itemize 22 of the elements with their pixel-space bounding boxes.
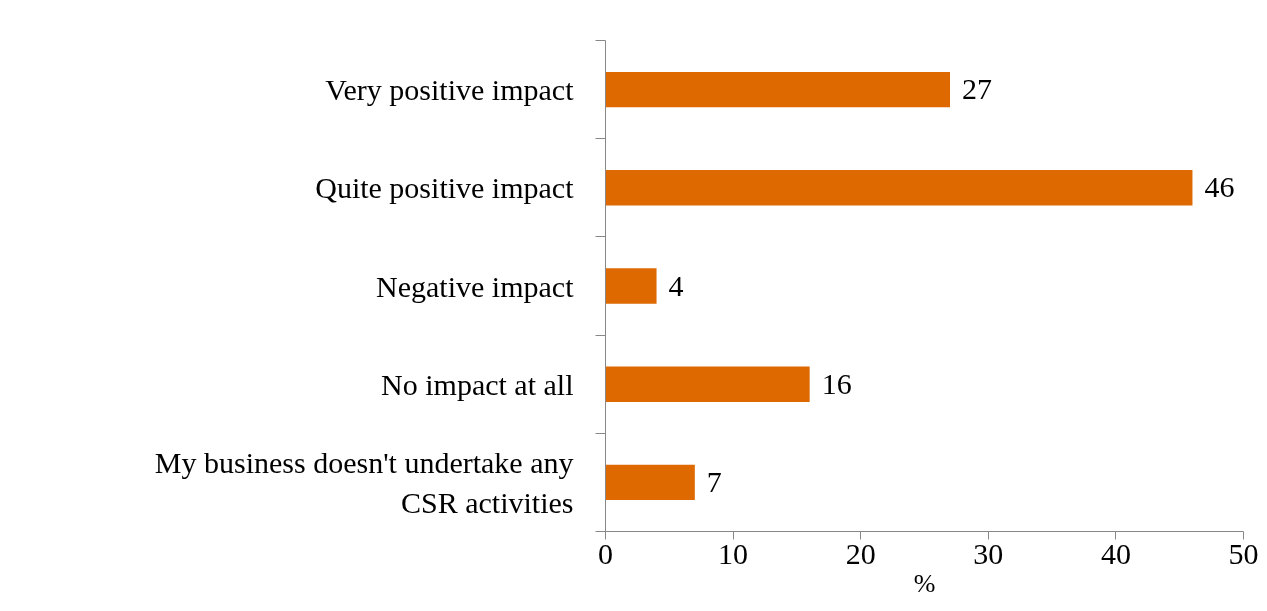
x-tick-label: 10: [718, 536, 749, 570]
y-tick-label: No impact at all: [381, 367, 574, 401]
y-tick-label: Very positive impact: [325, 73, 575, 107]
bar: [605, 366, 810, 402]
x-tick-label: 30: [973, 536, 1004, 570]
x-tick-label: 20: [845, 536, 876, 570]
bar: [605, 268, 657, 304]
y-tick-label: My business doesn't undertake any CSR activities: [154, 446, 574, 519]
data-label: 27: [962, 72, 993, 106]
data-label: 7: [706, 464, 722, 498]
data-label: 16: [821, 366, 852, 400]
x-axis-title: %: [913, 568, 936, 598]
y-tick-label: Quite positive impact: [315, 171, 575, 205]
y-tick-label: Negative impact: [376, 269, 575, 303]
x-tick-label: 0: [598, 536, 613, 570]
bar: [605, 464, 695, 501]
bar: [605, 71, 951, 108]
data-label: 46: [1204, 170, 1235, 204]
x-tick-label: 40: [1100, 536, 1131, 570]
bar: [605, 170, 1193, 206]
x-tick-label: 50: [1228, 536, 1259, 570]
data-label: 4: [668, 268, 684, 302]
